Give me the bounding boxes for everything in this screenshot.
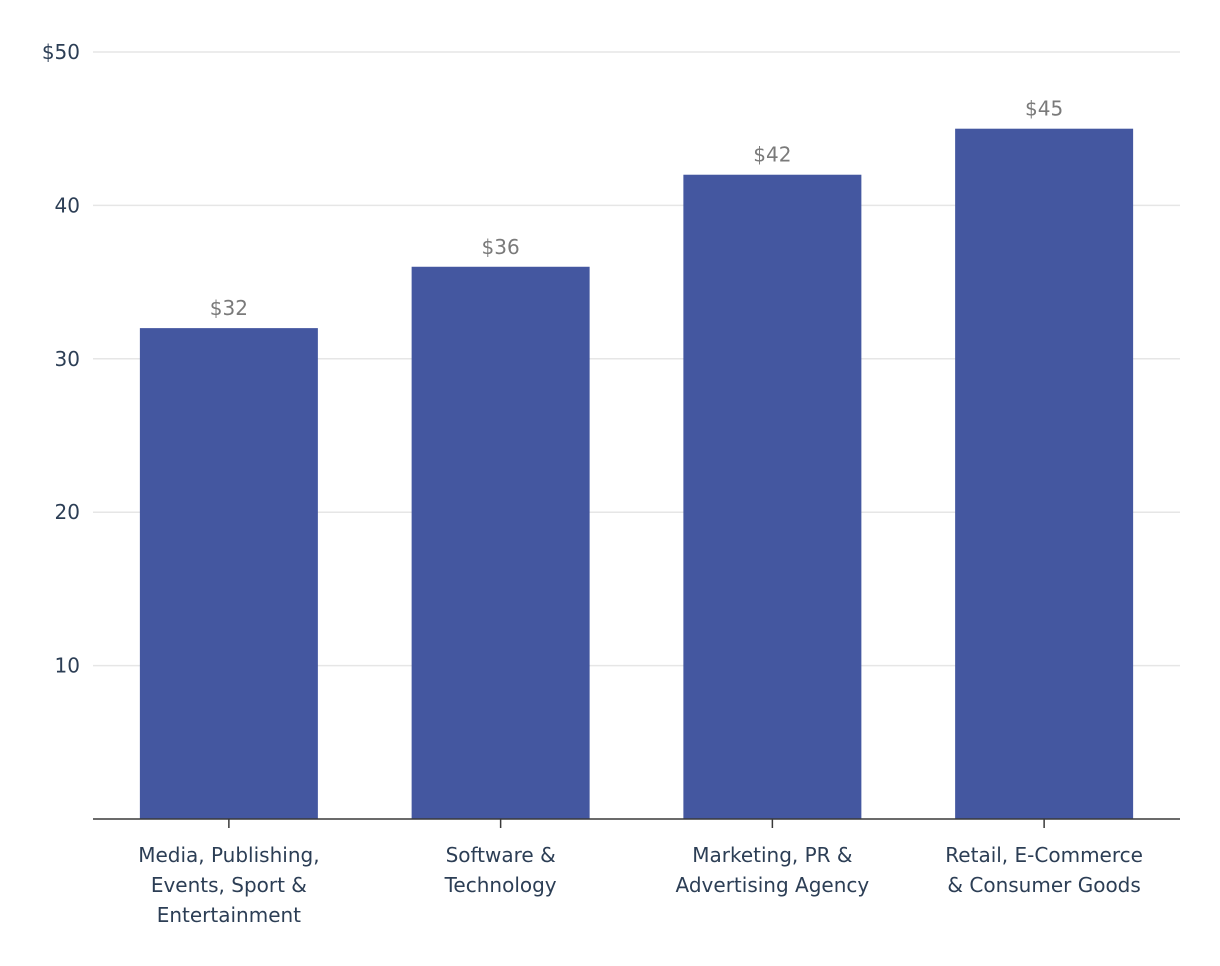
x-tick-label-line: & Consumer Goods bbox=[947, 873, 1140, 897]
x-tick-label-line: Software & bbox=[446, 843, 556, 867]
x-tick-label: Retail, E-Commerce & Consumer Goods bbox=[945, 843, 1143, 897]
x-tick-label-line: Retail, E-Commerce bbox=[945, 843, 1143, 867]
bar bbox=[139, 328, 318, 819]
y-tick-label: 30 bbox=[55, 347, 80, 371]
x-tick-label-line: Marketing, PR & bbox=[692, 843, 852, 867]
data-label: $32 bbox=[210, 296, 248, 320]
y-tick-label: 10 bbox=[55, 654, 80, 678]
x-tick-label-line: Advertising Agency bbox=[676, 873, 870, 897]
data-label: $45 bbox=[1025, 97, 1063, 121]
x-axis bbox=[93, 818, 1180, 828]
bar bbox=[955, 128, 1134, 819]
x-tick-label-line: Entertainment bbox=[157, 903, 301, 927]
data-label: $36 bbox=[482, 235, 520, 259]
y-tick-label: 20 bbox=[55, 500, 80, 524]
x-tick-label-line: Technology bbox=[444, 873, 557, 897]
x-tick-label: Marketing, PR & Advertising Agency bbox=[676, 843, 870, 897]
x-tick-label-line: Events, Sport & bbox=[151, 873, 307, 897]
y-tick-label: 40 bbox=[55, 193, 80, 217]
x-tick-label: Software & Technology bbox=[444, 843, 557, 897]
bar bbox=[411, 266, 590, 819]
bar bbox=[683, 174, 862, 820]
x-axis-tick-labels: Media, Publishing, Events, Sport & Enterta… bbox=[138, 843, 1143, 927]
y-tick-label: $50 bbox=[42, 40, 80, 64]
data-label: $42 bbox=[753, 143, 791, 167]
y-axis-tick-labels: 10 20 30 40 $50 bbox=[42, 40, 80, 678]
data-labels: $32 $36 $42 $45 bbox=[210, 97, 1063, 320]
x-tick-label-line: Media, Publishing, bbox=[138, 843, 319, 867]
x-tick-label: Media, Publishing, Events, Sport & Enterta… bbox=[138, 843, 319, 927]
bars bbox=[139, 128, 1134, 820]
